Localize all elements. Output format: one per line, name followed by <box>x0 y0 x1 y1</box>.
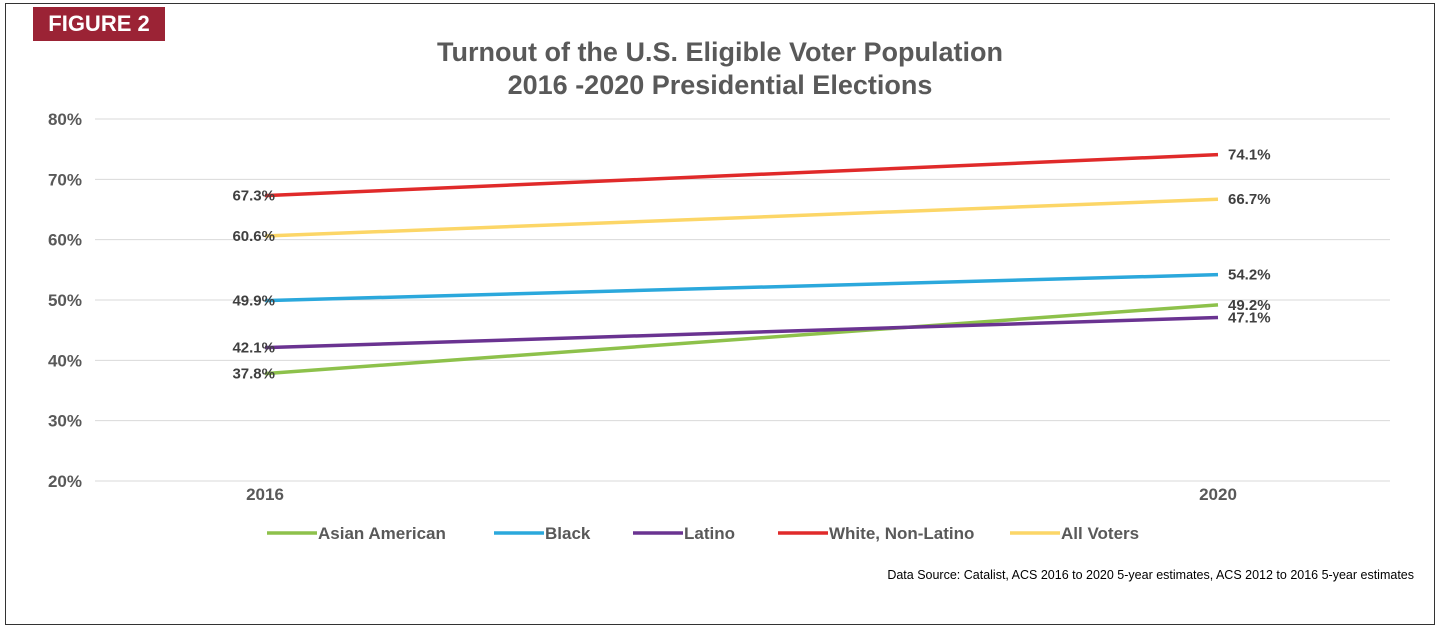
data-label-asian-american-2020: 49.2% <box>1228 297 1271 314</box>
series-line-all-voters <box>264 197 1219 238</box>
y-tick-label-40: 40% <box>48 351 82 370</box>
series-lines <box>264 152 1219 376</box>
data-source-note: Data Source: Catalist, ACS 2016 to 2020 … <box>887 568 1414 582</box>
chart-subtitle: 2016 -2020 Presidential Elections <box>507 70 933 100</box>
data-label-white-non-latino-2016: 67.3% <box>232 188 275 205</box>
figure-frame <box>5 3 1435 625</box>
data-label-all-voters-2020: 66.7% <box>1228 191 1271 208</box>
y-tick-label-30: 30% <box>48 412 82 431</box>
legend-label-black: Black <box>545 524 591 543</box>
data-label-black-2016: 49.9% <box>232 293 275 310</box>
chart-title-line-1: Turnout of the U.S. Eligible Voter Popul… <box>437 37 1003 67</box>
figure-badge: FIGURE 2 <box>33 7 165 41</box>
x-axis-categories: 2016 2020 <box>246 485 1237 504</box>
y-axis-ticks: 20% 30% 40% 50% 60% 70% 80% <box>48 110 82 491</box>
data-label-black-2020: 54.2% <box>1228 267 1271 284</box>
chart-title: Turnout of the U.S. Eligible Voter Popul… <box>300 36 1140 102</box>
data-label-white-non-latino-2020: 74.1% <box>1228 147 1271 164</box>
series-line-asian-american <box>264 303 1219 376</box>
x-category-label-2016: 2016 <box>246 485 284 504</box>
legend-label-white-non-latino: White, Non-Latino <box>829 524 974 543</box>
data-label-latino-2016: 42.1% <box>232 340 275 357</box>
gridlines <box>95 118 1390 482</box>
series-line-white-non-latino <box>264 152 1219 198</box>
y-tick-label-80: 80% <box>48 110 82 129</box>
y-tick-label-20: 20% <box>48 472 82 491</box>
data-label-all-voters-2016: 60.6% <box>232 228 275 245</box>
series-line-latino <box>264 315 1219 350</box>
series-line-black <box>264 272 1219 303</box>
legend-label-latino: Latino <box>684 524 735 543</box>
data-label-latino-2020: 47.1% <box>1228 309 1271 326</box>
legend: Asian American Black Latino White, Non-Lati… <box>267 524 1139 543</box>
legend-label-all-voters: All Voters <box>1061 524 1139 543</box>
legend-label-asian-american: Asian American <box>318 524 446 543</box>
y-tick-label-50: 50% <box>48 291 82 310</box>
data-label-asian-american-2016: 37.8% <box>232 366 275 383</box>
y-tick-label-60: 60% <box>48 231 82 250</box>
y-tick-label-70: 70% <box>48 170 82 189</box>
data-labels: 37.8% 49.2% 49.9% 54.2% 42.1% 47.1% 67.3% 74.1%… <box>232 147 1270 383</box>
x-category-label-2020: 2020 <box>1199 485 1237 504</box>
